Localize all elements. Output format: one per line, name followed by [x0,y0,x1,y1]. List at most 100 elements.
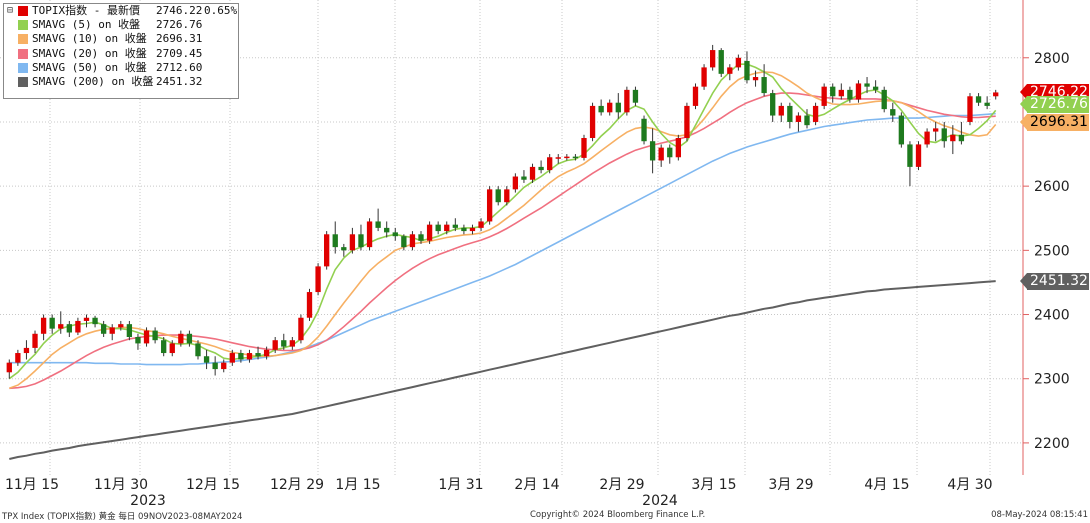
x-tick-label: 2月 14 [514,477,559,493]
candle-body [281,340,287,347]
candle-body [830,86,836,97]
footer-ticker-info: TPX Index (TOPIX指數) 黄金 每日 09NOV2023-08MA… [2,512,243,522]
candle-body [512,176,519,190]
candle-body [924,131,930,145]
candle-body [66,324,72,333]
candle-body [993,92,999,97]
price-label-pointer [1020,273,1027,290]
candle-body [547,157,553,171]
candle-body [298,317,304,341]
candle-body [572,156,579,159]
candle-body [58,324,64,329]
legend-item: SMAVG (5) on 收盤 2726.76 [4,18,238,32]
candle-body [32,333,38,348]
candle-body [401,236,407,248]
legend-swatch [18,62,28,73]
x-year-label: 2023 [130,493,166,509]
candle-body [804,115,810,126]
y-tick-label: 2500 [1034,243,1070,259]
candle-body [838,89,844,97]
x-tick-label: 11月 15 [5,477,59,493]
candle-body [709,50,716,68]
candle-body [418,234,424,241]
candle-body [118,324,124,328]
candle-body [426,224,433,241]
legend-item-value: 2451.32 [156,74,203,88]
moving-average-lines [8,63,997,460]
candle-body [435,224,441,232]
candle-body [49,317,55,329]
candle-body [23,347,30,354]
candle-body [195,343,201,357]
candle-body [658,147,664,161]
candle-body [341,247,347,251]
legend-item-value: 2696.31 [156,32,203,46]
candle-body [812,105,819,122]
sma-line [9,71,997,390]
candle-body [6,362,12,373]
legend-main-name: TOPIX指数 - 最新價 [32,4,140,17]
candle-body [384,227,390,233]
candle-body [795,115,802,122]
candle-body [787,105,793,122]
legend-main-value: 2746.22 [156,4,203,17]
candle-body [881,89,887,110]
candle-body [898,115,905,145]
candle-body [92,317,98,325]
candle-body [469,227,476,232]
x-tick-label: 3月 15 [691,477,736,493]
y-tick-label: 2600 [1034,179,1070,195]
x-tick-label: 2月 29 [599,477,644,493]
x-year-label: 2024 [642,493,678,509]
candle-body [692,86,699,106]
candle-body [529,166,536,180]
collapse-icon[interactable]: ⊟ [7,5,14,16]
candle-body [941,128,947,142]
price-label-pointer [1020,83,1027,100]
candle-body [315,266,321,293]
legend-swatch-main [18,6,28,16]
candle-body [255,353,261,357]
legend-item: SMAVG (200) on 收盤 2451.32 [4,75,238,89]
x-tick-label: 4月 15 [864,477,909,493]
candle-body [461,227,467,232]
legend-item-name: SMAVG (10) on 收盤 [32,32,147,46]
legend-item-value: 2726.76 [156,18,203,32]
candle-body [143,330,150,344]
x-tick-label: 12月 15 [186,477,240,493]
candle-body [735,57,742,68]
candle-body [718,50,724,74]
y-tick-label: 2300 [1034,372,1070,388]
candle-body [486,189,493,222]
candle-body [589,105,596,139]
candle-body [684,105,690,139]
chart-legend: ⊟ TOPIX指数 - 最新價 2746.22 0.65% SMAVG (5) … [3,3,239,99]
candle-body [958,134,965,142]
candle-body [864,83,870,87]
candle-body [221,362,227,370]
legend-item-name: SMAVG (200) on 收盤 [32,74,154,88]
legend-item: SMAVG (20) on 收盤 2709.45 [4,47,238,61]
price-label: 2696.31 [1020,113,1089,131]
candle-body [349,234,356,251]
sma-line [9,92,996,390]
candle-body [607,102,613,113]
legend-main-change: 0.65% [204,4,238,17]
legend-item-name: SMAVG (50) on 收盤 [32,60,147,74]
candle-body [332,234,338,248]
candle-body [358,234,364,248]
x-tick-label: 1月 31 [438,477,483,493]
candle-body [178,333,184,344]
candle-body [263,349,270,357]
y-tick-label: 2800 [1034,51,1070,67]
candle-body [75,320,81,333]
candle-body [229,353,235,363]
candle-body [272,340,278,350]
candle-body [555,157,561,159]
legend-swatch [18,48,28,59]
candle-body [203,356,210,363]
candle-body [100,324,107,334]
candle-body [667,147,673,158]
legend-item-name: SMAVG (20) on 收盤 [32,46,147,60]
